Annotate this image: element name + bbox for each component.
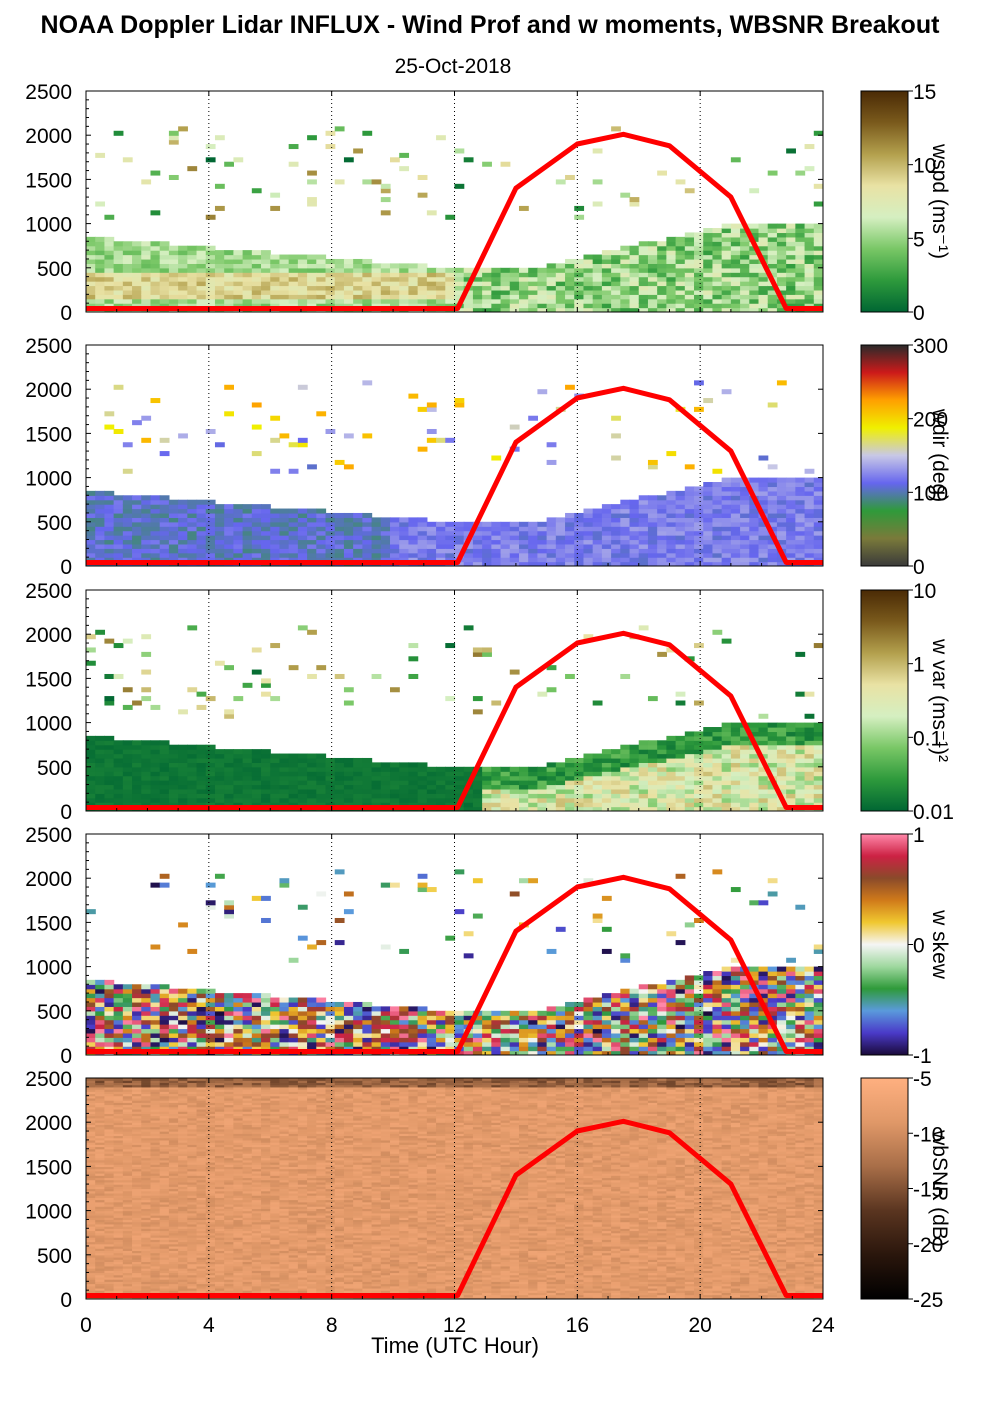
y-tick-label: 2000	[25, 125, 72, 148]
heatmap-field	[86, 380, 823, 566]
colorbar-tick-label: -1	[913, 1045, 932, 1068]
red-overlay-curve	[86, 874, 823, 1054]
panel-3: 0 500 1000 1500 2000 2500 10 1 0.1 0.01 w var (ms⁻…	[25, 580, 954, 824]
y-tick-label: 0	[60, 801, 72, 824]
y-tick-label: 0	[60, 1289, 72, 1312]
colorbar-tick-label: -20	[913, 1234, 943, 1257]
y-tick-label: 1500	[25, 423, 72, 446]
colorbar	[860, 833, 909, 1056]
y-tick-label: 1000	[25, 713, 72, 736]
red-overlay-curve	[86, 131, 823, 311]
colorbar-tick-label: -10	[913, 1123, 943, 1146]
x-tick-label: 20	[688, 1314, 711, 1337]
panel-4: 0 500 1000 1500 2000 2500 1 0 -1 w skew	[25, 824, 951, 1068]
red-overlay-curve	[86, 630, 823, 810]
colorbar	[860, 589, 909, 812]
colorbar-tick-label: 0.1	[913, 727, 942, 750]
colorbar-label: w var (ms⁻¹)²	[928, 638, 951, 762]
colorbar-tick-label: 1	[913, 654, 925, 677]
figure-subtitle: 25-Oct-2018	[395, 55, 512, 78]
y-tick-label: 0	[60, 302, 72, 325]
y-tick-label: 0	[60, 556, 72, 579]
y-tick-label: 500	[37, 1001, 72, 1024]
colorbar-tick-label: 10	[913, 155, 936, 178]
heatmap-field	[86, 869, 823, 1055]
x-tick-label: 12	[443, 1314, 466, 1337]
x-tick-label: 8	[326, 1314, 338, 1337]
x-tick-label: 24	[811, 1314, 835, 1337]
y-tick-label: 500	[37, 1245, 72, 1268]
y-tick-label: 1000	[25, 468, 72, 491]
red-overlay-curve	[86, 385, 823, 565]
colorbar	[860, 1077, 909, 1300]
colorbar-label: w skew	[928, 909, 951, 980]
colorbar-tick-label: 10	[913, 580, 936, 603]
colorbar	[860, 344, 909, 567]
y-tick-label: 2500	[25, 81, 72, 104]
y-tick-label: 2500	[25, 335, 72, 358]
y-tick-label: 2000	[25, 624, 72, 647]
panel-5: 0 500 1000 1500 2000 2500 -5 -10 -15 -20 -25 wbSNR …	[25, 1068, 951, 1312]
y-tick-label: 1500	[25, 169, 72, 192]
colorbar-tick-label: 0	[913, 302, 925, 325]
y-tick-label: 1000	[25, 1201, 72, 1224]
colorbar-label: wspd (ms⁻¹)	[928, 143, 951, 259]
x-tick-label: 4	[203, 1314, 215, 1337]
colorbar-tick-label: 200	[913, 409, 948, 432]
colorbar-tick-label: 0	[913, 935, 925, 958]
heatmap-field	[86, 1078, 823, 1299]
colorbar-tick-label: 15	[913, 81, 936, 104]
y-tick-label: 1000	[25, 957, 72, 980]
colorbar-tick-label: -5	[913, 1068, 932, 1091]
y-tick-label: 2000	[25, 1112, 72, 1135]
y-tick-label: 500	[37, 757, 72, 780]
colorbar-tick-label: -25	[913, 1289, 943, 1312]
colorbar-tick-label: 1	[913, 824, 925, 847]
colorbar-tick-label: 0.01	[913, 801, 954, 824]
y-tick-label: 2000	[25, 868, 72, 891]
red-overlay-curve	[86, 1118, 823, 1298]
panel-1: 0 500 1000 1500 2000 2500 15 10 5 0 wspd (ms⁻¹)	[25, 81, 951, 325]
y-tick-label: 2500	[25, 824, 72, 847]
x-axis-label: Time (UTC Hour)	[371, 1333, 539, 1358]
colorbar-tick-label: 0	[913, 556, 925, 579]
colorbar	[860, 90, 909, 313]
y-tick-label: 1500	[25, 1156, 72, 1179]
colorbar-tick-label: 5	[913, 228, 925, 251]
figure-title: NOAA Doppler Lidar INFLUX - Wind Prof an…	[41, 11, 941, 39]
y-tick-label: 2500	[25, 1068, 72, 1091]
x-tick-label: 0	[80, 1314, 92, 1337]
colorbar-tick-label: 100	[913, 482, 948, 505]
y-tick-label: 500	[37, 512, 72, 535]
y-tick-label: 500	[37, 258, 72, 281]
colorbar-label: wdir (deg)	[928, 408, 951, 502]
colorbar-tick-label: 300	[913, 335, 948, 358]
x-tick-label: 16	[566, 1314, 589, 1337]
y-tick-label: 1500	[25, 912, 72, 935]
y-tick-label: 1000	[25, 214, 72, 237]
colorbar-label: wbSNR (dB)	[928, 1129, 951, 1247]
colorbar-tick-label: -15	[913, 1179, 943, 1202]
y-tick-label: 2500	[25, 580, 72, 603]
y-tick-label: 1500	[25, 668, 72, 691]
y-tick-label: 0	[60, 1045, 72, 1068]
y-tick-label: 2000	[25, 379, 72, 402]
